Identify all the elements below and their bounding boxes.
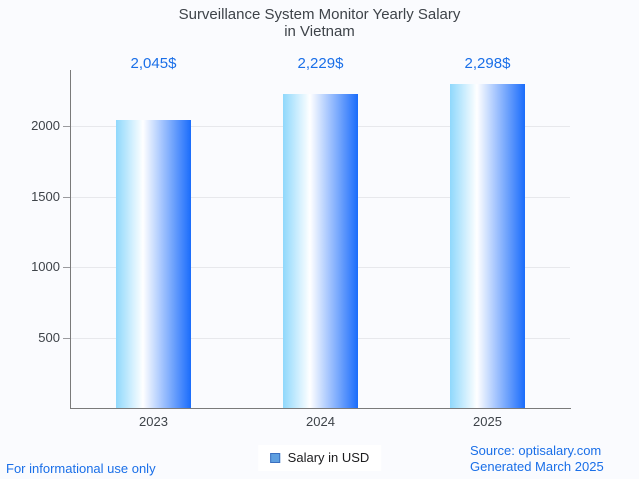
chart-title-line2: in Vietnam <box>284 23 355 40</box>
legend-swatch-icon <box>269 452 280 463</box>
x-axis-line <box>70 408 571 409</box>
x-axis-label-2024: 2024 <box>306 414 335 429</box>
footer-source-block: Source: optisalary.com Generated March 2… <box>470 443 604 475</box>
bar-2024[interactable] <box>283 93 358 408</box>
y-tick-mark-1000 <box>63 267 70 268</box>
footer-source: Source: optisalary.com <box>470 443 602 458</box>
y-tick-label-1000: 1000 <box>31 259 60 274</box>
chart-title: Surveillance System Monitor Yearly Salar… <box>0 6 639 40</box>
y-tick-label-2000: 2000 <box>31 118 60 133</box>
chart-title-line1: Surveillance System Monitor Yearly Salar… <box>178 6 461 23</box>
footer-generated: Generated March 2025 <box>470 459 604 474</box>
legend-label: Salary in USD <box>287 450 370 465</box>
x-axis-label-2025: 2025 <box>473 414 502 429</box>
value-label-2023: 2,045$ <box>130 55 177 72</box>
y-tick-mark-2000 <box>63 126 70 127</box>
x-axis-label-2023: 2023 <box>139 414 168 429</box>
bar-2025[interactable] <box>450 83 525 408</box>
legend: Salary in USD <box>257 445 382 471</box>
y-tick-label-500: 500 <box>38 329 60 345</box>
value-label-2025: 2,298$ <box>464 55 511 72</box>
bar-2023[interactable] <box>116 119 191 408</box>
y-tick-mark-500 <box>63 337 70 339</box>
y-tick-label-1500: 1500 <box>31 188 60 204</box>
y-tick-mark-1500 <box>63 196 70 198</box>
footer-disclaimer: For informational use only <box>6 461 156 476</box>
value-label-2024: 2,229$ <box>297 55 344 72</box>
y-axis-line <box>70 70 71 409</box>
